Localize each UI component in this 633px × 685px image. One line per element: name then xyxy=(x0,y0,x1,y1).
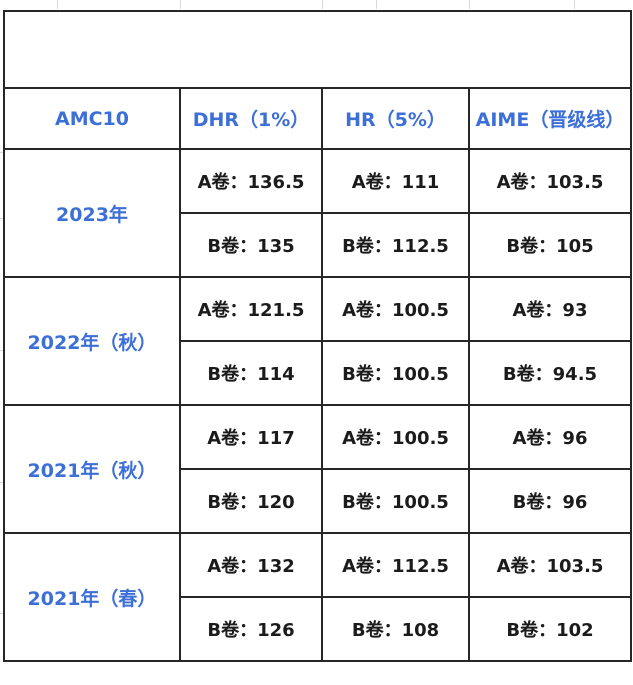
score-cell: A卷：132 xyxy=(179,532,323,598)
table-row: 2021年（春） A卷：132 A卷：112.5 A卷：103.5 xyxy=(3,532,632,662)
score-table: AMC10获奖分数线 AMC10 DHR（1%） HR（5%） AIME（晋级线… xyxy=(3,10,632,662)
score-cell: A卷：93 xyxy=(468,276,632,342)
gridline-remnant-top xyxy=(322,0,323,9)
gridline-remnant-top xyxy=(57,0,58,9)
score-cell: A卷：103.5 xyxy=(468,532,632,598)
year-cell-2021-spring: 2021年（春） xyxy=(3,532,181,662)
score-cell: B卷：126 xyxy=(179,596,323,662)
header-row: AMC10 DHR（1%） HR（5%） AIME（晋级线） xyxy=(3,87,632,150)
gridline-remnant-left xyxy=(0,350,4,351)
gridline-remnant-top xyxy=(180,0,181,9)
gridline-remnant-top xyxy=(469,0,470,9)
gridline-remnant-top xyxy=(574,0,575,9)
score-cell: B卷：100.5 xyxy=(321,340,470,406)
col-header-dhr: DHR（1%） xyxy=(179,87,323,150)
score-cell: B卷：135 xyxy=(179,212,323,278)
score-cell: A卷：100.5 xyxy=(321,404,470,470)
score-cell: B卷：112.5 xyxy=(321,212,470,278)
col-header-aime: AIME（晋级线） xyxy=(468,87,632,150)
year-cell-2021-fall: 2021年（秋） xyxy=(3,404,181,534)
col-header-amc10: AMC10 xyxy=(3,87,181,150)
score-cell: A卷：111 xyxy=(321,148,470,214)
table-row: B卷：135 B卷：112.5 B卷：105 xyxy=(4,212,632,278)
banner-row: AMC10获奖分数线 xyxy=(3,10,632,89)
col-header-hr: HR（5%） xyxy=(321,87,470,150)
table-row: B卷：126 B卷：108 B卷：102 xyxy=(4,596,632,662)
score-cell: A卷：136.5 xyxy=(179,148,323,214)
table-row: 2021年（秋） A卷：117 A卷：100.5 A卷：96 xyxy=(3,404,632,534)
score-cell: B卷：114 xyxy=(179,340,323,406)
score-cell: B卷：94.5 xyxy=(468,340,632,406)
score-cell: A卷：117 xyxy=(179,404,323,470)
gridline-remnant-top xyxy=(376,0,377,9)
score-cell: B卷：100.5 xyxy=(321,468,470,534)
table-row: B卷：114 B卷：100.5 B卷：94.5 xyxy=(4,340,632,406)
gridline-remnant-left xyxy=(0,482,4,483)
gridline-remnant-left xyxy=(0,152,4,153)
score-cell: A卷：100.5 xyxy=(321,276,470,342)
table-row: 2022年（秋） A卷：121.5 A卷：100.5 A卷：93 xyxy=(3,276,632,406)
year-cell-2023: 2023年 xyxy=(3,148,181,278)
table-title: AMC10获奖分数线 xyxy=(3,10,632,89)
gridline-remnant-left xyxy=(0,218,4,219)
score-cell: B卷：96 xyxy=(468,468,632,534)
score-cell: A卷：103.5 xyxy=(468,148,632,214)
score-cell: B卷：102 xyxy=(468,596,632,662)
year-cell-2022-fall: 2022年（秋） xyxy=(3,276,181,406)
score-cell: A卷：96 xyxy=(468,404,632,470)
table-row: B卷：120 B卷：100.5 B卷：96 xyxy=(4,468,632,534)
gridline-remnant-left xyxy=(0,613,4,614)
score-cell: B卷：108 xyxy=(321,596,470,662)
table-row: 2023年 A卷：136.5 A卷：111 A卷：103.5 xyxy=(3,148,632,278)
score-cell: A卷：112.5 xyxy=(321,532,470,598)
score-cell: B卷：120 xyxy=(179,468,323,534)
score-cell: A卷：121.5 xyxy=(179,276,323,342)
score-cell: B卷：105 xyxy=(468,212,632,278)
